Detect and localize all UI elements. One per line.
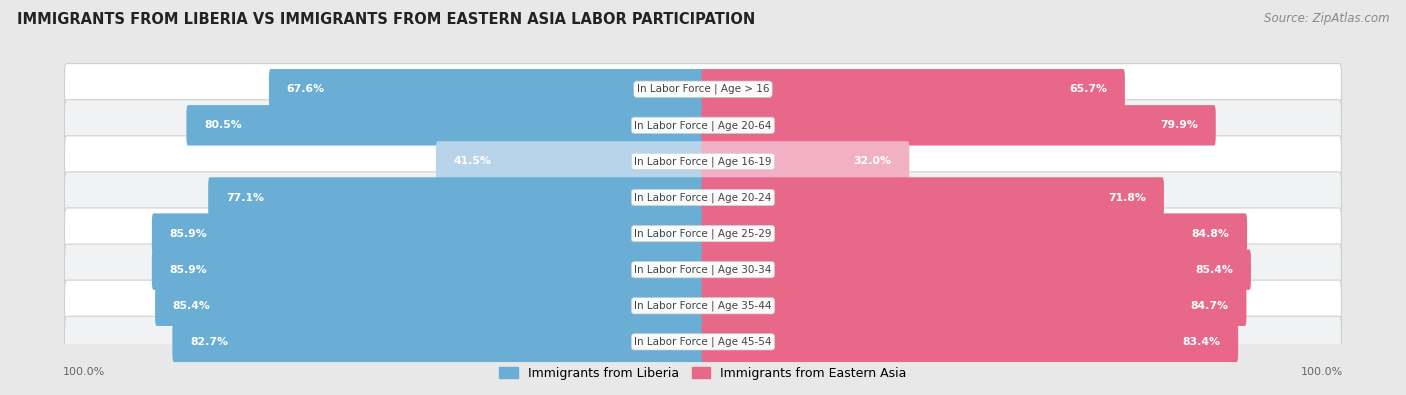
FancyBboxPatch shape	[269, 69, 704, 109]
Text: In Labor Force | Age 45-54: In Labor Force | Age 45-54	[634, 337, 772, 347]
Text: In Labor Force | Age 20-64: In Labor Force | Age 20-64	[634, 120, 772, 131]
FancyBboxPatch shape	[152, 250, 704, 290]
Text: 65.7%: 65.7%	[1070, 84, 1108, 94]
FancyBboxPatch shape	[65, 316, 1341, 367]
Text: 85.4%: 85.4%	[173, 301, 211, 311]
FancyBboxPatch shape	[65, 64, 1341, 115]
Text: 82.7%: 82.7%	[190, 337, 228, 347]
FancyBboxPatch shape	[187, 105, 704, 145]
Text: In Labor Force | Age 16-19: In Labor Force | Age 16-19	[634, 156, 772, 167]
Text: In Labor Force | Age 25-29: In Labor Force | Age 25-29	[634, 228, 772, 239]
FancyBboxPatch shape	[702, 322, 1239, 362]
Text: 41.5%: 41.5%	[454, 156, 491, 166]
Text: 83.4%: 83.4%	[1182, 337, 1220, 347]
FancyBboxPatch shape	[436, 141, 704, 182]
Text: 100.0%: 100.0%	[1301, 367, 1343, 377]
FancyBboxPatch shape	[152, 213, 704, 254]
FancyBboxPatch shape	[65, 172, 1341, 223]
Text: 77.1%: 77.1%	[226, 192, 264, 203]
Text: IMMIGRANTS FROM LIBERIA VS IMMIGRANTS FROM EASTERN ASIA LABOR PARTICIPATION: IMMIGRANTS FROM LIBERIA VS IMMIGRANTS FR…	[17, 12, 755, 27]
Text: In Labor Force | Age 35-44: In Labor Force | Age 35-44	[634, 301, 772, 311]
Text: 84.8%: 84.8%	[1192, 229, 1229, 239]
FancyBboxPatch shape	[65, 280, 1341, 331]
Text: 85.9%: 85.9%	[170, 265, 207, 275]
FancyBboxPatch shape	[65, 136, 1341, 187]
FancyBboxPatch shape	[702, 141, 910, 182]
FancyBboxPatch shape	[208, 177, 704, 218]
Text: In Labor Force | Age 20-24: In Labor Force | Age 20-24	[634, 192, 772, 203]
Text: 85.9%: 85.9%	[170, 229, 207, 239]
Text: 84.7%: 84.7%	[1191, 301, 1229, 311]
Text: 67.6%: 67.6%	[287, 84, 325, 94]
Text: Source: ZipAtlas.com: Source: ZipAtlas.com	[1264, 12, 1389, 25]
FancyBboxPatch shape	[702, 69, 1125, 109]
FancyBboxPatch shape	[173, 322, 704, 362]
FancyBboxPatch shape	[702, 286, 1247, 326]
FancyBboxPatch shape	[702, 250, 1251, 290]
FancyBboxPatch shape	[702, 213, 1247, 254]
Text: 85.4%: 85.4%	[1195, 265, 1233, 275]
FancyBboxPatch shape	[65, 100, 1341, 151]
FancyBboxPatch shape	[155, 286, 704, 326]
FancyBboxPatch shape	[702, 177, 1164, 218]
Text: In Labor Force | Age 30-34: In Labor Force | Age 30-34	[634, 264, 772, 275]
Text: 71.8%: 71.8%	[1108, 192, 1146, 203]
FancyBboxPatch shape	[65, 208, 1341, 259]
FancyBboxPatch shape	[65, 244, 1341, 295]
Text: 80.5%: 80.5%	[204, 120, 242, 130]
FancyBboxPatch shape	[702, 105, 1216, 145]
Text: In Labor Force | Age > 16: In Labor Force | Age > 16	[637, 84, 769, 94]
Text: 79.9%: 79.9%	[1160, 120, 1198, 130]
Text: 100.0%: 100.0%	[63, 367, 105, 377]
Text: 32.0%: 32.0%	[853, 156, 891, 166]
Legend: Immigrants from Liberia, Immigrants from Eastern Asia: Immigrants from Liberia, Immigrants from…	[495, 362, 911, 385]
